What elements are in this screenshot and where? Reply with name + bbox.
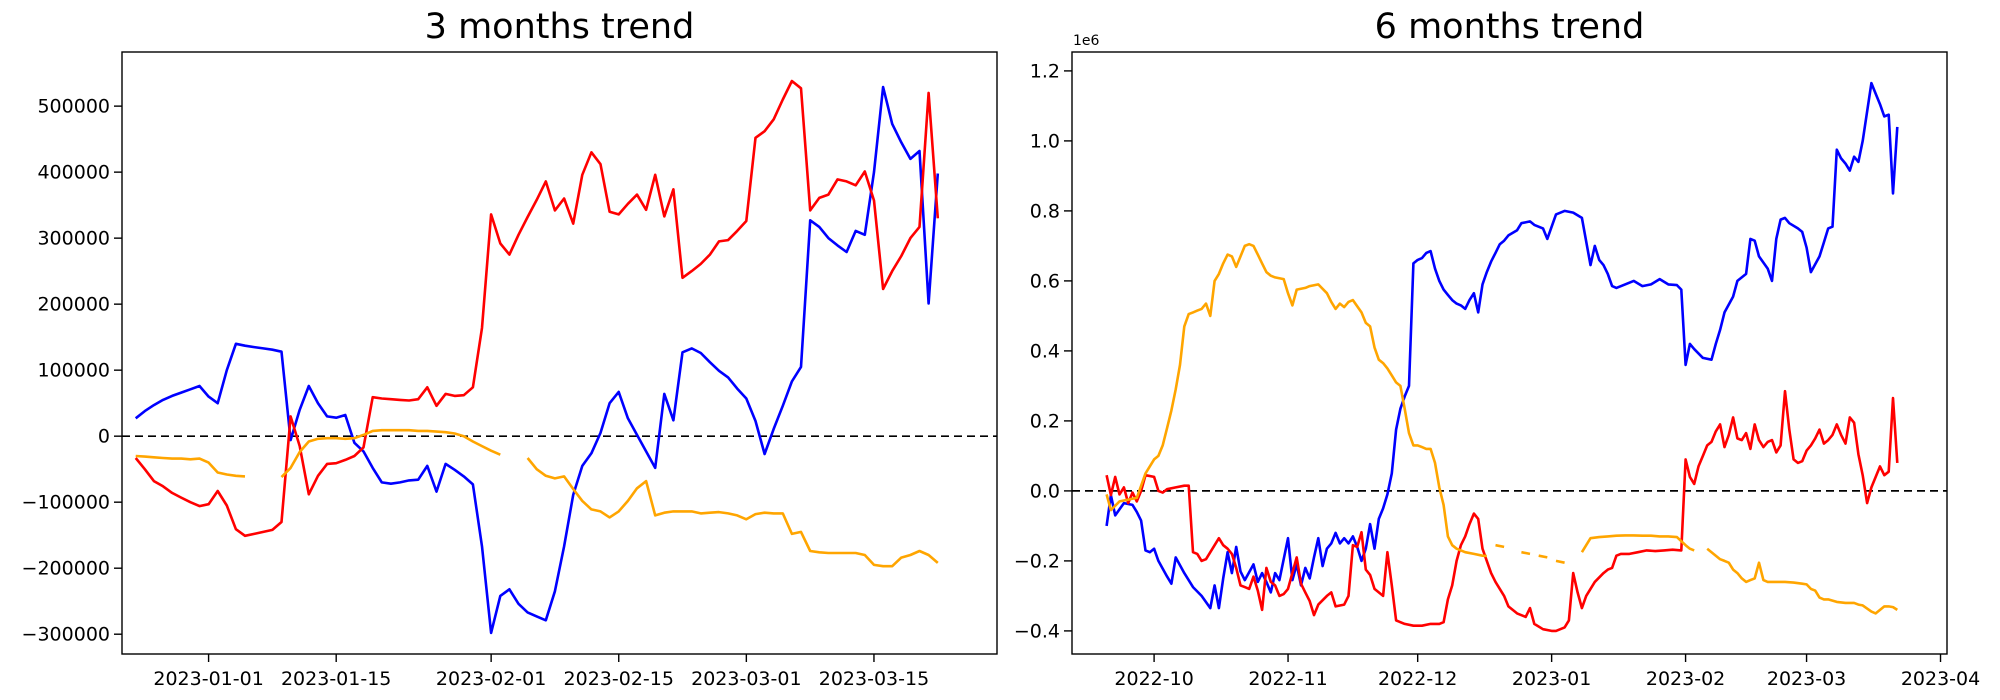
y-tick-label: −0.2 [1014, 550, 1060, 572]
y-tick-label: −300000 [22, 624, 110, 646]
y-tick-label: 0 [98, 426, 110, 448]
x-tick-label: 2022-11 [1248, 668, 1327, 690]
chart-0: 500000 400000 300000 200000 100000 0 −100000 −2… [22, 51, 998, 690]
y-tick-label: 200000 [37, 294, 110, 316]
series-orange [1538, 554, 1548, 559]
axes-frame [121, 51, 998, 655]
chart-title-6-months: 6 months trend [1374, 7, 1645, 47]
y-tick-label: −0.4 [1014, 620, 1060, 642]
y-tick-label: 1.0 [1030, 130, 1060, 152]
series-orange [1105, 242, 1487, 558]
y-tick-label: 0.6 [1030, 270, 1060, 292]
series-red [1105, 389, 1899, 633]
x-tick-label: 2022-10 [1114, 668, 1193, 690]
y-tick-label: 400000 [37, 162, 110, 184]
x-tick-label: 2022-12 [1378, 668, 1457, 690]
series-orange [1706, 547, 1899, 615]
series-blue [134, 85, 940, 635]
x-tick-label: 2023-02 [1646, 668, 1725, 690]
y-axis-offset-label: 1e6 [1073, 33, 1100, 49]
x-tick-label: 2023-03-01 [691, 668, 801, 690]
series-orange [135, 454, 246, 478]
x-tick-label: 2023-01 [1512, 668, 1591, 690]
y-tick-label: 100000 [37, 360, 110, 382]
series-orange [280, 428, 501, 479]
x-tick-label: 2023-03-15 [819, 668, 929, 690]
x-tick-label: 2023-04 [1901, 668, 1980, 690]
series-blue [1105, 81, 1899, 610]
series-red [134, 79, 940, 538]
y-tick-label: 300000 [37, 228, 110, 250]
series-orange [526, 457, 939, 568]
y-tick-label: 500000 [37, 96, 110, 118]
series-orange [1495, 543, 1505, 549]
x-tick-label: 2023-01-01 [153, 668, 263, 690]
series-orange [1580, 534, 1695, 553]
y-tick-label: −100000 [22, 492, 110, 514]
y-tick-label: 0.0 [1030, 480, 1060, 502]
y-tick-label: 0.8 [1030, 200, 1060, 222]
x-tick-label: 2023-02-15 [564, 668, 674, 690]
x-tick-label: 2023-01-15 [281, 668, 391, 690]
y-tick-label: 0.2 [1030, 410, 1060, 432]
series-orange [1555, 559, 1565, 564]
y-tick-label: 0.4 [1030, 340, 1060, 362]
y-tick-label: −200000 [22, 558, 110, 580]
y-tick-label: 1.2 [1030, 60, 1060, 82]
chart-title-3-months: 3 months trend [424, 7, 695, 47]
x-tick-label: 2023-03 [1767, 668, 1846, 690]
axes-frame [1071, 51, 1948, 655]
x-tick-label: 2023-02-01 [436, 668, 546, 690]
chart-1: 1.2 1.0 0.8 0.6 0.4 0.2 0.0 −0.2 −0.4 2022-10 2022… [1014, 51, 1980, 690]
series-orange [1521, 550, 1531, 556]
